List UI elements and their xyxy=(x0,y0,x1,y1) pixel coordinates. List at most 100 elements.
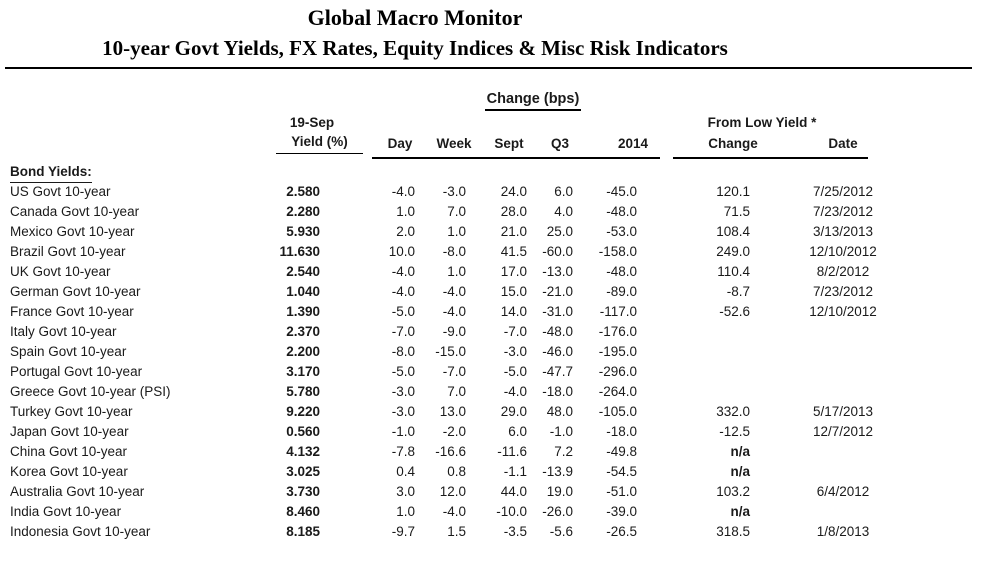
cell-2014: -39.0 xyxy=(606,504,637,519)
cell-yield: 8.460 xyxy=(286,504,320,519)
cell-2014: -105.0 xyxy=(598,404,637,419)
cell-day: 0.4 xyxy=(396,464,415,479)
cell-q3: -31.0 xyxy=(542,304,573,319)
cell-week: 1.5 xyxy=(447,524,466,539)
cell-low-date xyxy=(750,462,936,482)
cell-2014: -54.5 xyxy=(606,464,637,479)
column-header-2014: 2014 xyxy=(617,136,649,151)
cell-day: -8.0 xyxy=(391,344,415,359)
cell-week: -8.0 xyxy=(442,244,466,259)
cell-week: -16.6 xyxy=(435,444,466,459)
from-low-columns-underline xyxy=(673,157,868,159)
cell-2014: -51.0 xyxy=(606,484,637,499)
table-row: US Govt 10-year 2.580 -4.0 -3.0 24.0 6.0 -45.0… xyxy=(0,182,940,202)
cell-q3: 7.2 xyxy=(554,444,573,459)
cell-2014: -48.0 xyxy=(606,204,637,219)
cell-q3: -46.0 xyxy=(542,344,573,359)
cell-low-date: 8/2/2012 xyxy=(816,264,870,279)
change-columns-underline xyxy=(372,157,660,159)
cell-q3: -13.9 xyxy=(542,464,573,479)
cell-low-change: -52.6 xyxy=(719,304,750,319)
cell-day: -3.0 xyxy=(391,404,415,419)
cell-2014: -89.0 xyxy=(606,284,637,299)
cell-week: -2.0 xyxy=(442,424,466,439)
cell-country: UK Govt 10-year xyxy=(10,264,111,279)
cell-day: -9.7 xyxy=(391,524,415,539)
table-row: German Govt 10-year 1.040 -4.0 -4.0 15.0 -21.… xyxy=(0,282,940,302)
cell-country: France Govt 10-year xyxy=(10,304,134,319)
table-row: Italy Govt 10-year 2.370 -7.0 -9.0 -7.0 -48.0… xyxy=(0,322,940,342)
cell-low-change xyxy=(637,322,750,342)
cell-day: -4.0 xyxy=(391,264,415,279)
table-row: Turkey Govt 10-year 9.220 -3.0 13.0 29.0 48.0… xyxy=(0,402,940,422)
table-row: Greece Govt 10-year (PSI) 5.780 -3.0 7.0 -4.… xyxy=(0,382,940,402)
cell-2014: -26.5 xyxy=(606,524,637,539)
column-header-q3: Q3 xyxy=(550,136,569,151)
cell-low-date xyxy=(750,502,936,522)
cell-sept: 21.0 xyxy=(500,224,527,239)
column-header-yield-label: Yield (%) xyxy=(276,133,363,154)
cell-week: 12.0 xyxy=(439,484,466,499)
cell-2014: -158.0 xyxy=(598,244,637,259)
column-header-low-date: Date xyxy=(828,136,858,151)
cell-2014: -53.0 xyxy=(606,224,637,239)
cell-day: 1.0 xyxy=(396,504,415,519)
cell-sept: 41.5 xyxy=(500,244,527,259)
cell-sept: 44.0 xyxy=(500,484,527,499)
change-bps-label: Change (bps) xyxy=(484,90,582,111)
cell-country: Portugal Govt 10-year xyxy=(10,364,143,379)
bond-yields-table: Bond Yields: US Govt 10-year 2.580 -4.0 -3.… xyxy=(0,162,940,542)
cell-country: US Govt 10-year xyxy=(10,184,111,199)
cell-low-date: 6/4/2012 xyxy=(816,484,870,499)
cell-q3: 4.0 xyxy=(554,204,573,219)
cell-low-change xyxy=(637,382,750,402)
cell-low-date xyxy=(750,362,936,382)
cell-day: -4.0 xyxy=(391,284,415,299)
cell-low-date: 5/17/2013 xyxy=(812,404,874,419)
table-row: India Govt 10-year 8.460 1.0 -4.0 -10.0 -26.0… xyxy=(0,502,940,522)
cell-day: -1.0 xyxy=(391,424,415,439)
cell-sept: 28.0 xyxy=(500,204,527,219)
cell-low-date xyxy=(750,322,936,342)
table-row: Mexico Govt 10-year 5.930 2.0 1.0 21.0 25.0 -5… xyxy=(0,222,940,242)
cell-yield: 4.132 xyxy=(286,444,320,459)
table-row: UK Govt 10-year 2.540 -4.0 1.0 17.0 -13.0 -48.… xyxy=(0,262,940,282)
cell-yield: 0.560 xyxy=(286,424,320,439)
column-header-week: Week xyxy=(436,136,472,151)
cell-country: Brazil Govt 10-year xyxy=(10,244,126,259)
cell-q3: -18.0 xyxy=(542,384,573,399)
cell-week: 1.0 xyxy=(447,224,466,239)
cell-week: -4.0 xyxy=(442,284,466,299)
cell-country: Canada Govt 10-year xyxy=(10,204,140,219)
cell-2014: -18.0 xyxy=(606,424,637,439)
cell-low-date xyxy=(750,382,936,402)
cell-week: 7.0 xyxy=(447,384,466,399)
cell-low-change: -12.5 xyxy=(719,424,750,439)
page-title: Global Macro Monitor xyxy=(307,5,523,30)
cell-2014: -264.0 xyxy=(598,384,637,399)
cell-country: Mexico Govt 10-year xyxy=(10,224,135,239)
cell-sept: 24.0 xyxy=(500,184,527,199)
cell-country: India Govt 10-year xyxy=(10,504,122,519)
cell-sept: -5.0 xyxy=(503,364,527,379)
cell-low-change: n/a xyxy=(730,504,750,519)
change-bps-header: Change (bps) xyxy=(433,90,633,111)
cell-yield: 11.630 xyxy=(279,244,320,259)
cell-low-change: n/a xyxy=(730,464,750,479)
table-row: France Govt 10-year 1.390 -5.0 -4.0 14.0 -31.… xyxy=(0,302,940,322)
cell-low-date: 12/7/2012 xyxy=(812,424,874,439)
section-header: Bond Yields: xyxy=(0,162,940,183)
cell-low-date: 7/23/2012 xyxy=(812,204,874,219)
cell-low-change: n/a xyxy=(730,444,750,459)
cell-week: 7.0 xyxy=(447,204,466,219)
cell-q3: -21.0 xyxy=(542,284,573,299)
cell-sept: -3.0 xyxy=(503,344,527,359)
cell-yield: 1.040 xyxy=(286,284,320,299)
cell-country: Turkey Govt 10-year xyxy=(10,404,133,419)
cell-day: 10.0 xyxy=(388,244,415,259)
cell-low-change xyxy=(637,342,750,362)
table-row: Japan Govt 10-year 0.560 -1.0 -2.0 6.0 -1.0 -1… xyxy=(0,422,940,442)
table-row: Spain Govt 10-year 2.200 -8.0 -15.0 -3.0 -46.… xyxy=(0,342,940,362)
cell-low-date: 1/8/2013 xyxy=(816,524,870,539)
cell-low-change: 120.1 xyxy=(716,184,750,199)
